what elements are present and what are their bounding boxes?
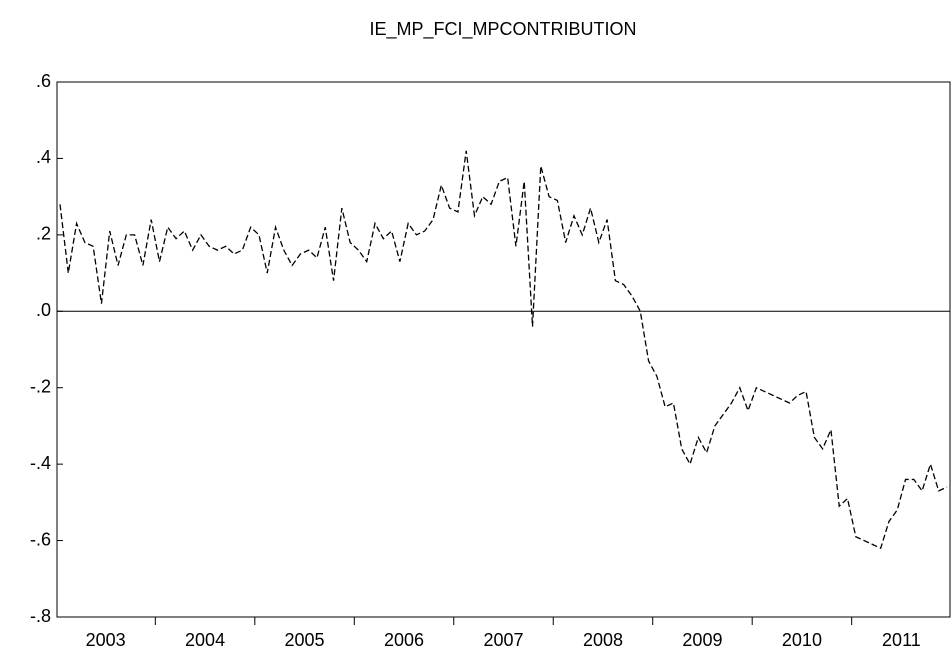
x-tick-label: 2006 (384, 630, 424, 650)
x-tick-label: 2003 (86, 630, 126, 650)
x-tick-label: 2005 (285, 630, 325, 650)
y-tick-label: -.4 (30, 453, 51, 473)
chart-title: IE_MP_FCI_MPCONTRIBUTION (369, 19, 636, 40)
data-line (59, 150, 948, 550)
y-tick-label: -.2 (30, 376, 51, 396)
x-tick-label: 2009 (682, 630, 722, 650)
y-tick-label: .4 (36, 147, 51, 167)
x-tick-label: 2011 (882, 630, 921, 650)
y-tick-label: -.8 (30, 606, 51, 626)
x-tick-label: 2010 (782, 630, 822, 650)
x-tick-label: 2008 (583, 630, 623, 650)
y-tick-label: .0 (36, 300, 51, 320)
x-tick-label: 2004 (185, 630, 225, 650)
x-tick-label: 2007 (483, 630, 523, 650)
plot-frame (56, 81, 951, 618)
y-tick-label: .2 (36, 224, 51, 244)
y-tick-label: -.6 (30, 529, 51, 549)
y-tick-label: .6 (36, 71, 51, 91)
